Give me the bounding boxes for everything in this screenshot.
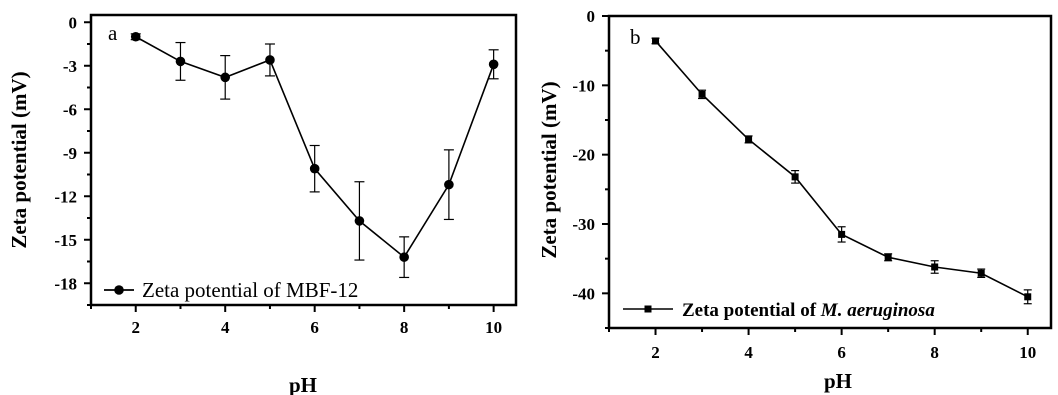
a-data-point — [309, 163, 320, 174]
b-data-point — [1024, 293, 1032, 301]
panel-b-y-axis-title: Zeta potential (mV) — [537, 81, 561, 258]
a-y-tick-label: -6 — [63, 100, 77, 119]
b-y-tick-label: -40 — [572, 284, 595, 303]
panel-a-letter: a — [108, 21, 118, 45]
a-y-tick-label: 0 — [69, 13, 78, 32]
panel-a-legend: Zeta potential of MBF-12 — [104, 278, 358, 302]
b-x-tick-label: 2 — [651, 343, 660, 362]
b-x-tick-label: 10 — [1019, 343, 1036, 362]
legend-b-marker — [644, 305, 652, 313]
b-data-point — [745, 135, 753, 143]
a-data-point — [444, 179, 454, 190]
panel-b-letter: b — [630, 25, 641, 49]
legend-b-label-italic: M. aeruginosa — [820, 300, 936, 321]
b-ticks: 2 4 6 8 10 0 -10 -20 -30 -40 — [572, 7, 1036, 362]
panel-a-x-axis-title: pH — [289, 373, 317, 395]
b-x-tick-label: 4 — [744, 343, 753, 362]
b-data-point — [698, 90, 706, 98]
a-data-point — [130, 31, 141, 42]
legend-b-label: Zeta potential of M. aeruginosa — [682, 300, 935, 321]
a-ticks: 2 4 6 8 10 0 -3 -6 -9 -12 -15 -18 — [54, 13, 502, 337]
b-series — [651, 37, 1032, 305]
a-y-tick-label: -3 — [63, 57, 77, 76]
a-series — [130, 31, 499, 279]
b-data-point — [652, 37, 660, 45]
a-data-point — [354, 216, 365, 226]
b-y-tick-label: 0 — [587, 7, 596, 26]
a-x-tick-label: 10 — [485, 318, 502, 337]
b-data-point — [884, 253, 892, 261]
a-x-tick-label: 2 — [131, 318, 140, 337]
b-y-tick-label: -10 — [572, 76, 595, 95]
a-data-point — [220, 72, 231, 83]
b-data-point — [791, 173, 799, 181]
b-x-tick-label: 8 — [930, 343, 939, 362]
a-x-tick-label: 8 — [400, 318, 409, 337]
b-data-point — [838, 230, 846, 238]
legend-a-label: Zeta potential of MBF-12 — [142, 278, 358, 302]
panel-b: 2 4 6 8 10 0 -10 -20 -30 -40 b pH Zeta potential … — [537, 7, 1053, 393]
a-x-tick-label: 6 — [310, 318, 319, 337]
a-y-tick-label: -18 — [54, 274, 77, 293]
panel-a: 2 4 6 8 10 0 -3 -6 -9 -12 -15 -18 a pH Zeta potenti… — [7, 13, 518, 395]
b-data-point — [977, 269, 985, 277]
a-data-point — [488, 59, 499, 70]
a-y-tick-label: -9 — [63, 144, 77, 163]
a-y-tick-label: -15 — [54, 231, 77, 250]
b-data-point — [931, 263, 939, 271]
b-y-tick-label: -20 — [572, 146, 595, 165]
a-data-point — [175, 56, 186, 67]
a-x-tick-label: 4 — [221, 318, 230, 337]
plot-frame-a — [89, 13, 518, 307]
legend-b-label-normal: Zeta potential of — [682, 300, 821, 321]
b-series-line — [654, 40, 1029, 298]
panel-b-x-axis-title: pH — [824, 369, 852, 393]
legend-a-marker — [114, 285, 124, 295]
plot-frame-b — [607, 14, 1053, 330]
b-y-tick-label: -30 — [572, 215, 595, 234]
panel-b-legend: Zeta potential of M. aeruginosa — [623, 300, 935, 321]
panel-a-y-axis-title: Zeta potential (mV) — [7, 71, 31, 248]
a-data-point — [399, 252, 409, 262]
b-x-tick-label: 6 — [837, 343, 846, 362]
a-data-point — [265, 55, 275, 65]
a-y-tick-label: -12 — [54, 187, 77, 206]
